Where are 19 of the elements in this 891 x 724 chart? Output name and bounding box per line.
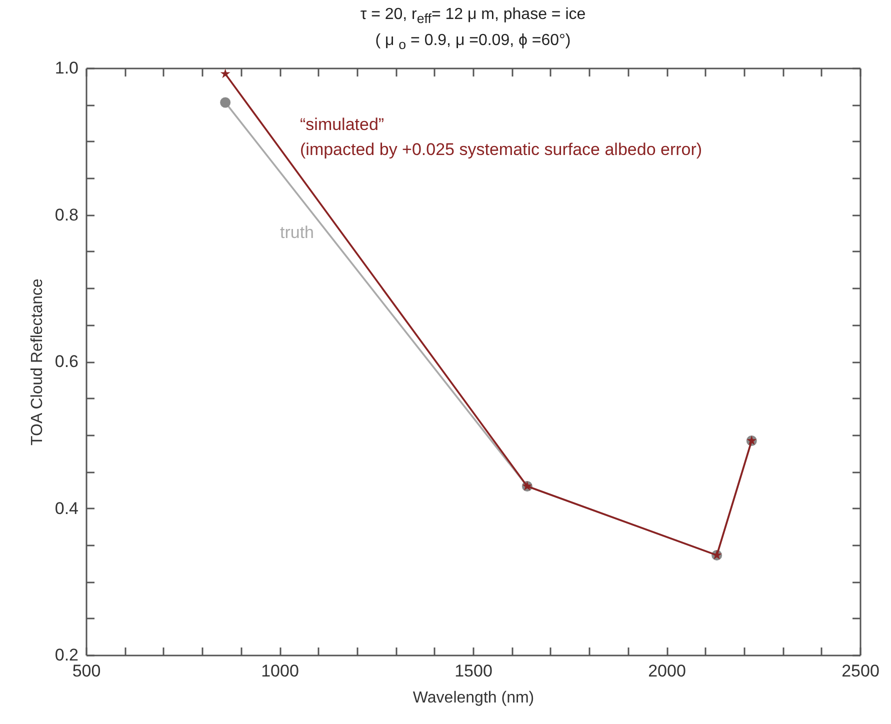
x-tick-label: 1500 [454, 662, 492, 680]
x-axis-title: Wavelength (nm) [412, 690, 534, 706]
y-tick-label: 0.4 [54, 498, 78, 518]
point [220, 97, 231, 108]
y-axis-title: TOA Cloud Reflectance [28, 278, 46, 446]
series-label: “simulated” [300, 115, 384, 134]
x-tick-label: 500 [72, 662, 101, 680]
x-tick-label: 2500 [842, 662, 880, 680]
y-tick-label: 0.6 [54, 352, 78, 371]
chart-title: τ = 20, r$_{eff}$= 12 μ m, phase = ice [359, 5, 587, 28]
x-tick-label: 1000 [261, 662, 299, 680]
x-tick-label: 2000 [648, 662, 686, 680]
y-tick-label: 0.8 [54, 205, 78, 224]
y-tick-label: 0.2 [54, 646, 78, 664]
point [220, 68, 230, 78]
series-label: truth [280, 223, 314, 242]
y-tick-label: 1.0 [54, 58, 78, 78]
annotation: (impacted by +0.025 systematic surface albedo error) [300, 140, 702, 159]
chart-subtitle: ( μ $_{o}$ = 0.9, μ =0.09, ϕ =60°) [374, 31, 572, 54]
